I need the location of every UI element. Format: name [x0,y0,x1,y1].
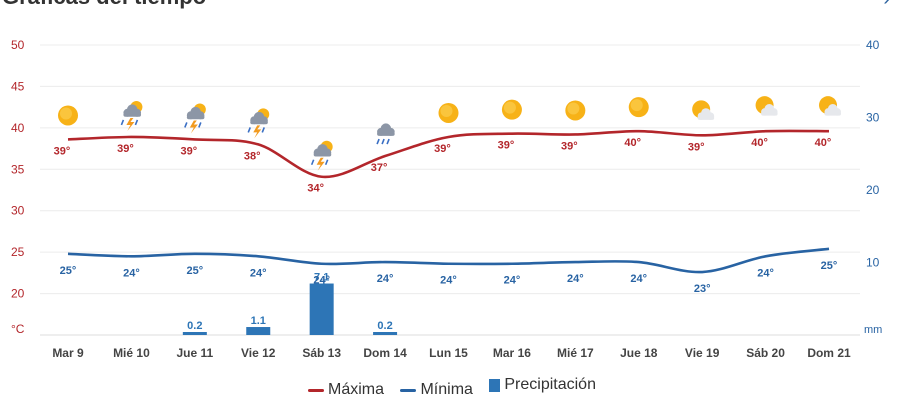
min-temperature-label: 24° [440,275,457,287]
left-axis-unit: °C [11,322,25,336]
x-axis-category-label: Vie 19 [685,346,720,360]
legend-item-precipitacion[interactable]: Precipitación [489,376,596,394]
x-axis-category-label: Sáb 13 [302,346,341,360]
left-axis-tick-label: 35 [11,162,25,176]
x-axis-category-label: Jue 11 [176,346,213,360]
max-temperature-label: 39° [117,143,134,155]
partly-cloudy-icon [755,96,778,116]
precip-bar[interactable] [182,332,207,335]
x-axis-category-label: Dom 21 [807,346,851,360]
x-axis-category-label: Jue 18 [620,346,658,360]
right-axis-tick-label: 10 [866,256,880,270]
page-title: Gráficas del tiempo [2,0,206,10]
legend-swatch-precipitacion [489,378,501,392]
x-axis-category-label: Dom 14 [363,346,407,360]
max-temperature-label: 40° [751,137,768,149]
max-temperature-line [67,129,830,179]
right-axis-tick-label: 40 [866,38,880,52]
x-axis-category-label: Mar 16 [493,346,531,360]
storm-icon [310,140,333,171]
min-temperature-label: 24° [630,273,647,285]
sun-icon [628,97,649,118]
max-temperature-label: 38° [244,150,261,162]
min-temperature-label: 24° [567,273,584,285]
max-temperature-label: 34° [307,183,324,195]
weather-chart: 20 25 30 35 40 45 50 °C 10 20 30 40 mm Mar 9 Mié 10 Jue… [11,38,882,360]
x-axis-category-label: Lun 15 [429,346,468,360]
left-axis-tick-label: 20 [11,287,25,301]
legend-swatch-minima [400,388,417,392]
right-axis-unit: mm [864,324,882,336]
precip-data-label: 0.2 [187,320,202,332]
legend-label-maxima: Máxima [328,381,385,398]
min-temperature-label: 24° [123,267,140,279]
max-temperature-label: 39° [434,143,451,155]
left-axis-tick-label: 50 [11,38,25,52]
storm-icon [247,108,270,139]
left-axis-tick-label: 45 [11,79,25,93]
partly-cloudy-icon [692,100,715,120]
x-axis-category-label: Mar 9 [52,346,84,360]
min-temperature-label: 24° [757,267,774,279]
min-temperature-label: 25° [821,260,838,272]
storm-icon [120,100,143,131]
precip-bar[interactable] [373,332,398,335]
sun-icon [58,105,78,126]
rain-icon [376,123,395,145]
legend-label-precipitacion: Precipitación [504,376,596,393]
precip-data-label: 7.1 [314,272,329,284]
right-axis-tick-label: 30 [866,111,880,125]
precip-data-label: 1.1 [251,315,266,327]
min-temperature-line [67,247,830,274]
legend-item-maxima[interactable]: Máxima [308,381,384,399]
min-temperature-label: 23° [694,283,711,295]
sun-icon [438,102,459,123]
min-temperature-label: 24° [377,273,394,285]
max-temperature-label: 40° [624,137,641,149]
sun-icon [501,99,522,120]
legend-label-minima: Mínima [420,381,473,398]
chevron-right-icon[interactable]: › [883,0,890,11]
max-temperature-label: 37° [371,162,388,174]
max-temperature-label: 39° [54,145,71,157]
precip-bar[interactable] [246,327,271,335]
storm-icon [184,103,206,134]
precip-data-label: 0.2 [377,320,392,332]
max-temperature-label: 40° [815,137,832,149]
max-temperature-label: 39° [181,145,198,157]
legend-item-minima[interactable]: Mínima [400,381,473,399]
left-axis-tick-label: 40 [11,121,25,135]
precip-bar[interactable] [309,283,334,335]
x-axis-category-label: Mié 17 [557,346,594,360]
max-temperature-label: 39° [561,140,578,152]
right-axis-tick-label: 20 [866,183,880,197]
x-axis-category-label: Mié 10 [113,346,150,360]
left-axis-tick-label: 30 [11,204,25,218]
x-axis-category-label: Vie 12 [241,346,276,360]
min-temperature-label: 25° [187,265,204,277]
left-axis-tick-label: 25 [11,245,25,259]
chart-legend: Máxima Mínima Precipitación [0,376,904,399]
max-temperature-label: 39° [498,140,515,152]
sun-icon [565,100,586,121]
min-temperature-label: 25° [60,265,77,277]
legend-swatch-maxima [308,388,324,392]
partly-cloudy-icon [819,96,841,116]
max-temperature-label: 39° [688,141,705,153]
min-temperature-label: 24° [504,275,521,287]
min-temperature-label: 24° [250,267,267,279]
x-axis-category-label: Sáb 20 [746,346,785,360]
min-temperature-label: 24° [313,275,330,287]
